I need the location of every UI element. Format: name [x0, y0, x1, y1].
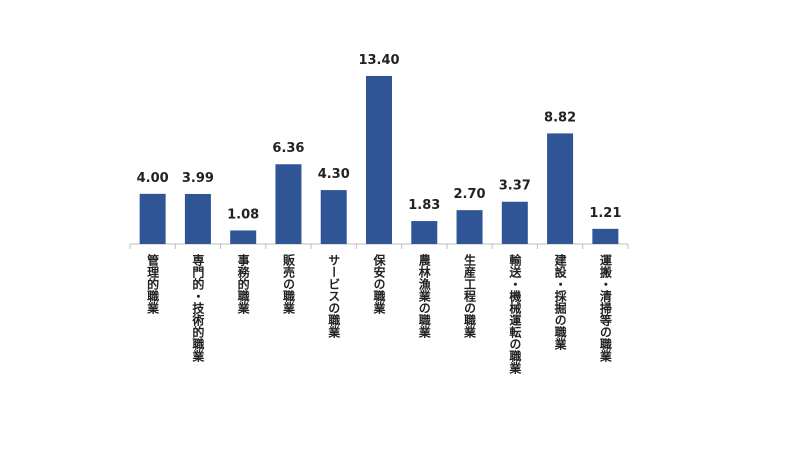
- bar: [501, 201, 528, 244]
- bar: [411, 221, 438, 244]
- bar: [275, 164, 302, 244]
- bar: [547, 133, 574, 244]
- value-label: 3.37: [499, 179, 531, 194]
- x-tick-label: 農林漁業の職業: [417, 253, 431, 339]
- x-tick-label: 建設・採掘の職業: [553, 253, 567, 351]
- x-tick-label: 販売の職業: [281, 253, 295, 315]
- x-tick-label: 管理的職業: [146, 253, 160, 315]
- value-label: 13.40: [358, 53, 399, 68]
- value-label: 4.00: [137, 171, 169, 186]
- x-tick-label: 保安の職業: [372, 253, 386, 315]
- bar: [230, 230, 257, 244]
- bar: [592, 228, 619, 244]
- bar: [320, 190, 347, 244]
- x-tick-label: 生産工程の職業: [463, 253, 477, 339]
- x-tick-label: 専門的・技術的職業: [191, 253, 205, 363]
- value-label: 1.08: [227, 207, 259, 222]
- bar: [139, 193, 166, 244]
- x-tick-label: 運搬・清掃等の職業: [598, 254, 612, 363]
- x-tick-label: サービスの職業: [327, 254, 341, 339]
- x-tick-label: 事務的職業: [236, 253, 250, 315]
- value-label: 1.83: [408, 198, 440, 213]
- bar: [456, 210, 483, 244]
- value-label: 6.36: [272, 141, 304, 156]
- value-label: 3.99: [182, 171, 214, 186]
- value-label: 4.30: [318, 167, 350, 182]
- bar: [184, 193, 211, 244]
- value-label: 1.21: [589, 206, 621, 221]
- x-tick-label: 輸送・機械運転の職業: [508, 253, 522, 375]
- value-label: 2.70: [454, 187, 486, 202]
- value-label: 8.82: [544, 110, 576, 125]
- bar: [366, 75, 392, 245]
